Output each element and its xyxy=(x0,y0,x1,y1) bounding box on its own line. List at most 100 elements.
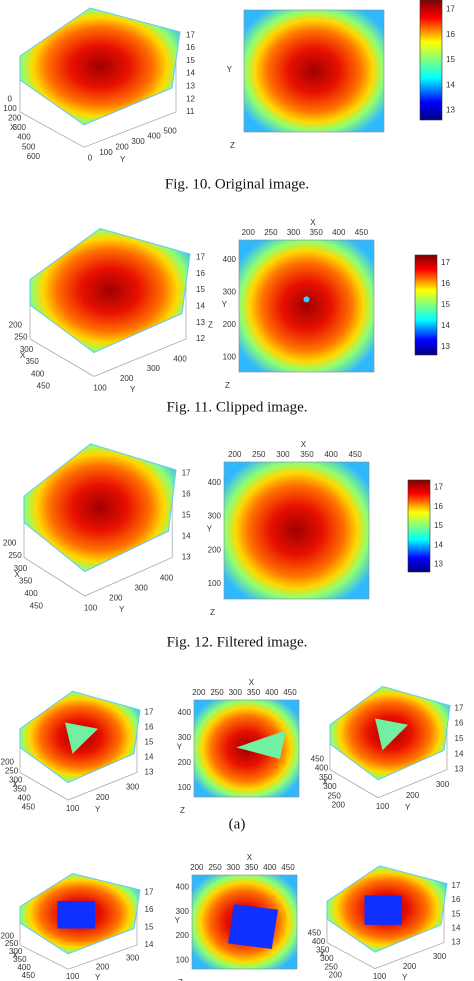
colorbar xyxy=(407,479,431,573)
colorbar-tick-label: 17 xyxy=(434,482,443,491)
y-tick-label: 100 xyxy=(66,972,80,981)
z-tick-label: 14 xyxy=(182,532,191,541)
x-tick-label: 400 xyxy=(324,450,338,459)
x-tick-label: 450 xyxy=(37,382,51,391)
x-tick-label: 200 xyxy=(190,863,204,872)
y-tick-label: 100 xyxy=(176,955,190,964)
z-tick-label: 13 xyxy=(452,938,461,947)
x-tick-label: 450 xyxy=(30,602,44,611)
z-tick-label: 14 xyxy=(452,924,461,933)
colorbar xyxy=(414,254,438,356)
heatmap-plot xyxy=(238,239,375,373)
y-tick-label: 100 xyxy=(66,804,80,813)
x-tick-label: 500 xyxy=(22,142,36,151)
x-axis-label: X xyxy=(247,853,253,862)
y-tick-label: 400 xyxy=(173,355,187,364)
heatmap-plot xyxy=(223,461,370,600)
y-tick-label: 100 xyxy=(376,802,390,811)
x-tick-label: 300 xyxy=(14,564,28,573)
surface-hole xyxy=(65,722,98,754)
z-tick-label: 13 xyxy=(182,553,191,562)
x-tick-label: 300 xyxy=(320,954,334,963)
colorbar-tick-label: 13 xyxy=(446,106,455,115)
x-tick-label: 400 xyxy=(332,228,346,237)
y-tick-label: 400 xyxy=(160,574,174,583)
y-tick-label: 200 xyxy=(115,143,129,152)
y-tick-label: 200 xyxy=(178,758,192,767)
x-tick-label: 450 xyxy=(281,863,295,872)
y-tick-label: 300 xyxy=(436,780,450,789)
z-tick-label: 14 xyxy=(145,753,154,762)
y-tick-label: 200 xyxy=(403,962,417,971)
z-tick-label: 17 xyxy=(182,469,191,478)
y-tick-label: 300 xyxy=(433,952,447,961)
colorbar-tick-label: 17 xyxy=(446,5,455,14)
x-axis-label: X xyxy=(323,778,329,787)
x-tick-label: 400 xyxy=(265,688,279,697)
y-tick-label: 100 xyxy=(93,383,107,392)
x-tick-label: 300 xyxy=(276,450,290,459)
y-tick-label: 200 xyxy=(406,791,420,800)
y-tick-label: 100 xyxy=(84,603,98,612)
x-axis-label: X xyxy=(249,678,255,687)
z-tick-label: 16 xyxy=(186,43,195,52)
x-axis-label: X xyxy=(301,440,307,449)
x-tick-label: 300 xyxy=(323,782,337,791)
x-tick-label: 200 xyxy=(192,688,206,697)
x-tick-label: 250 xyxy=(324,962,338,971)
figure-caption: Fig. 10. Original image. xyxy=(165,176,309,192)
z-tick-label: 17 xyxy=(186,30,195,39)
x-axis-label: X xyxy=(310,218,316,227)
axis-frame xyxy=(23,470,173,597)
x-tick-label: 300 xyxy=(13,123,27,132)
z-tick-label: 13 xyxy=(455,765,464,774)
x-tick-label: 400 xyxy=(263,863,277,872)
y-tick-label: 300 xyxy=(131,137,145,146)
x-tick-label: 250 xyxy=(5,939,19,948)
x-tick-label: 350 xyxy=(300,450,314,459)
x-tick-label: 400 xyxy=(312,937,326,946)
y-tick-label: 300 xyxy=(208,512,222,521)
axis-frame xyxy=(19,32,177,148)
z-tick-label: 16 xyxy=(182,490,191,499)
z-tick-label: 17 xyxy=(455,703,464,712)
y-tick-label: 200 xyxy=(109,593,123,602)
z-tick-label: 12 xyxy=(196,334,205,343)
x-tick-label: 450 xyxy=(355,228,369,237)
z-tick-label: 14 xyxy=(455,749,464,758)
z-tick-label: 16 xyxy=(145,723,154,732)
x-tick-label: 250 xyxy=(327,791,341,800)
x-tick-label: 200 xyxy=(8,114,22,123)
z-tick-label: 13 xyxy=(186,82,195,91)
y-tick-label: 500 xyxy=(163,126,177,135)
y-axis-label: Y xyxy=(119,605,125,614)
y-tick-label: 200 xyxy=(96,963,110,972)
x-tick-label: 250 xyxy=(208,863,222,872)
z-axis-label: Z xyxy=(210,608,215,617)
z-tick-label: 15 xyxy=(196,285,205,294)
x-tick-label: 300 xyxy=(227,863,241,872)
figure-caption: Fig. 11. Clipped image. xyxy=(166,399,307,415)
z-tick-label: 14 xyxy=(186,69,195,78)
colorbar-tick-label: 15 xyxy=(434,521,443,530)
y-tick-label: 300 xyxy=(178,733,192,742)
surface-hole xyxy=(57,901,95,929)
x-tick-label: 300 xyxy=(229,688,243,697)
heatmap-hole xyxy=(236,730,287,759)
y-tick-label: 100 xyxy=(373,972,387,981)
y-tick-label: 300 xyxy=(126,783,140,792)
x-axis-label: X xyxy=(13,951,19,960)
figure-caption: (a) xyxy=(229,816,246,832)
z-tick-label: 17 xyxy=(196,253,205,262)
surface-hole xyxy=(375,718,408,751)
y-tick-label: 400 xyxy=(223,255,237,264)
y-tick-label: 300 xyxy=(223,288,237,297)
x-tick-label: 350 xyxy=(13,955,27,964)
x-tick-label: 300 xyxy=(9,947,23,956)
x-tick-label: 450 xyxy=(308,928,322,937)
y-tick-label: 400 xyxy=(147,132,161,141)
axis-frame xyxy=(19,710,138,801)
z-tick-label: 17 xyxy=(145,887,154,896)
y-axis-label: Y xyxy=(222,300,228,309)
y-tick-label: 200 xyxy=(96,793,110,802)
